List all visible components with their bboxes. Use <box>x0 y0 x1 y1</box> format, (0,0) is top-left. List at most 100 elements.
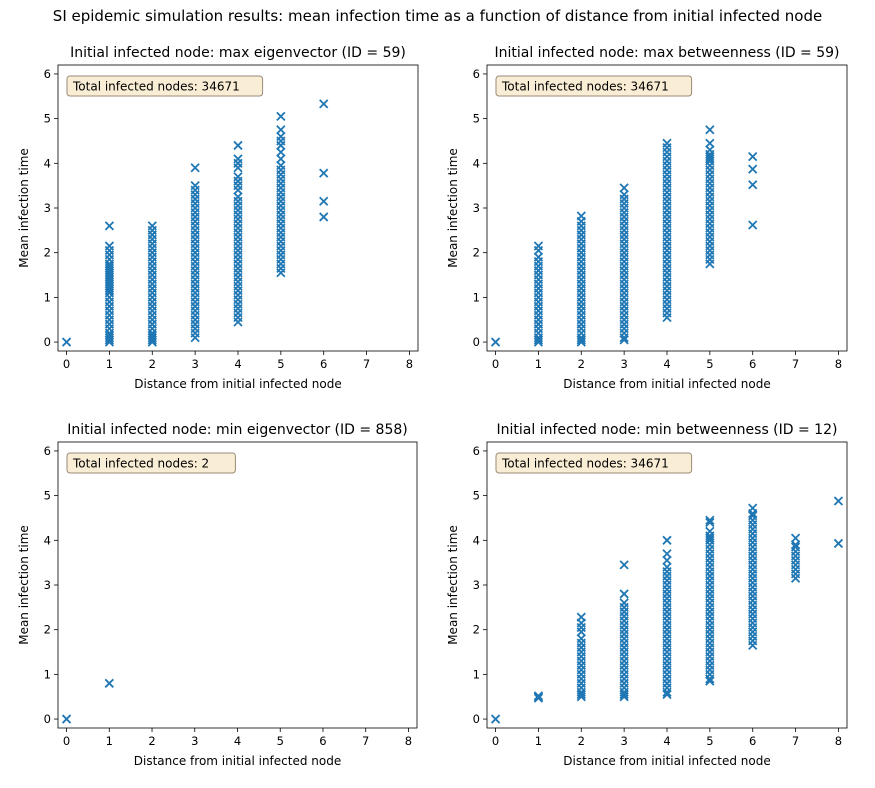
x-tick-label: 6 <box>749 357 756 371</box>
x-axis-label: Distance from initial infected node <box>134 377 341 391</box>
x-tick-label: 3 <box>191 357 198 371</box>
x-tick-label: 0 <box>492 357 499 371</box>
data-point <box>490 337 501 347</box>
y-tick-label: 2 <box>473 246 480 260</box>
y-tick-label: 6 <box>44 444 51 458</box>
data-point <box>233 154 243 164</box>
x-tick-label: 5 <box>277 734 284 748</box>
data-point <box>576 633 586 644</box>
data-point <box>833 538 844 549</box>
x-tick-label: 0 <box>63 734 70 748</box>
x-tick-label: 5 <box>706 357 713 371</box>
x-tick-label: 1 <box>106 734 113 748</box>
data-point <box>705 526 715 537</box>
y-tick-label: 6 <box>473 67 480 81</box>
data-point <box>662 555 672 566</box>
x-tick-label: 1 <box>535 357 542 371</box>
data-point <box>61 337 72 347</box>
data-point <box>705 125 715 135</box>
data-point <box>276 160 286 171</box>
axes-frame <box>486 64 848 352</box>
annotation-text: Total infected nodes: 2 <box>72 457 209 471</box>
data-point <box>619 589 629 599</box>
data-point <box>104 286 115 296</box>
data-point <box>619 189 629 200</box>
x-tick-label: 5 <box>277 357 284 371</box>
y-tick-label: 6 <box>44 67 51 81</box>
y-tick-label: 0 <box>44 712 51 726</box>
y-tick-label: 1 <box>473 667 480 681</box>
y-tick-label: 1 <box>44 290 51 304</box>
data-point <box>104 330 115 340</box>
data-point <box>319 99 329 109</box>
x-tick-label: 7 <box>363 357 370 371</box>
x-tick-label: 4 <box>663 734 670 748</box>
y-tick-label: 1 <box>44 667 51 681</box>
data-point <box>104 678 114 688</box>
y-tick-label: 5 <box>473 112 480 126</box>
data-point <box>790 533 801 543</box>
y-tick-label: 3 <box>44 578 51 592</box>
y-tick-label: 3 <box>44 201 51 215</box>
data-point <box>619 598 629 608</box>
y-tick-label: 4 <box>473 533 480 547</box>
y-axis-label: Mean infection time <box>446 148 460 268</box>
axes-frame <box>57 64 419 352</box>
data-point <box>748 151 758 162</box>
data-point <box>533 252 544 262</box>
data-point <box>319 168 329 178</box>
y-tick-label: 6 <box>473 444 480 458</box>
data-point <box>662 549 672 559</box>
y-tick-label: 5 <box>473 489 480 503</box>
data-point <box>705 533 715 543</box>
x-tick-label: 7 <box>792 734 799 748</box>
y-tick-label: 0 <box>473 712 480 726</box>
data-point <box>190 163 200 173</box>
x-tick-label: 8 <box>835 734 842 748</box>
y-axis-label: Mean infection time <box>17 148 31 268</box>
y-tick-label: 0 <box>473 335 480 349</box>
data-point <box>790 542 801 552</box>
data-point <box>619 183 629 193</box>
data-point <box>705 515 715 525</box>
axes-frame <box>486 441 848 729</box>
annotation-box <box>66 75 264 97</box>
data-point <box>576 689 586 700</box>
x-tick-label: 1 <box>106 357 113 371</box>
data-point <box>576 211 586 221</box>
x-tick-label: 8 <box>406 357 413 371</box>
subplot-title: Initial infected node: min eigenvector (… <box>67 422 408 438</box>
y-tick-label: 5 <box>44 112 51 126</box>
data-point <box>748 164 758 174</box>
data-point <box>619 689 629 700</box>
x-tick-label: 2 <box>578 734 585 748</box>
y-tick-label: 5 <box>44 489 51 503</box>
data-point <box>147 221 157 231</box>
x-tick-label: 2 <box>149 357 156 371</box>
data-point <box>104 241 115 251</box>
data-point <box>705 138 715 148</box>
data-point <box>576 335 586 345</box>
x-tick-label: 1 <box>535 734 542 748</box>
data-point <box>233 192 243 202</box>
data-point <box>104 221 115 231</box>
y-tick-label: 1 <box>473 290 480 304</box>
data-point <box>833 496 844 506</box>
x-tick-label: 8 <box>405 734 412 748</box>
data-point <box>662 138 672 148</box>
data-point <box>533 335 544 345</box>
x-tick-label: 5 <box>706 734 713 748</box>
data-point <box>61 714 72 724</box>
figure-title: SI epidemic simulation results: mean inf… <box>52 7 823 25</box>
subplot-3: Initial infected node: min eigenvector (… <box>17 422 418 768</box>
x-axis-label: Distance from initial infected node <box>134 754 341 768</box>
x-tick-label: 6 <box>319 734 326 748</box>
data-point <box>705 151 715 162</box>
y-axis-label: Mean infection time <box>446 525 460 645</box>
data-point <box>276 131 286 142</box>
data-point <box>233 140 243 151</box>
subplot-title: Initial infected node: max betweenness (… <box>494 45 839 61</box>
annotation-box <box>66 452 236 474</box>
annotation-box <box>495 452 693 474</box>
data-point <box>147 330 157 340</box>
